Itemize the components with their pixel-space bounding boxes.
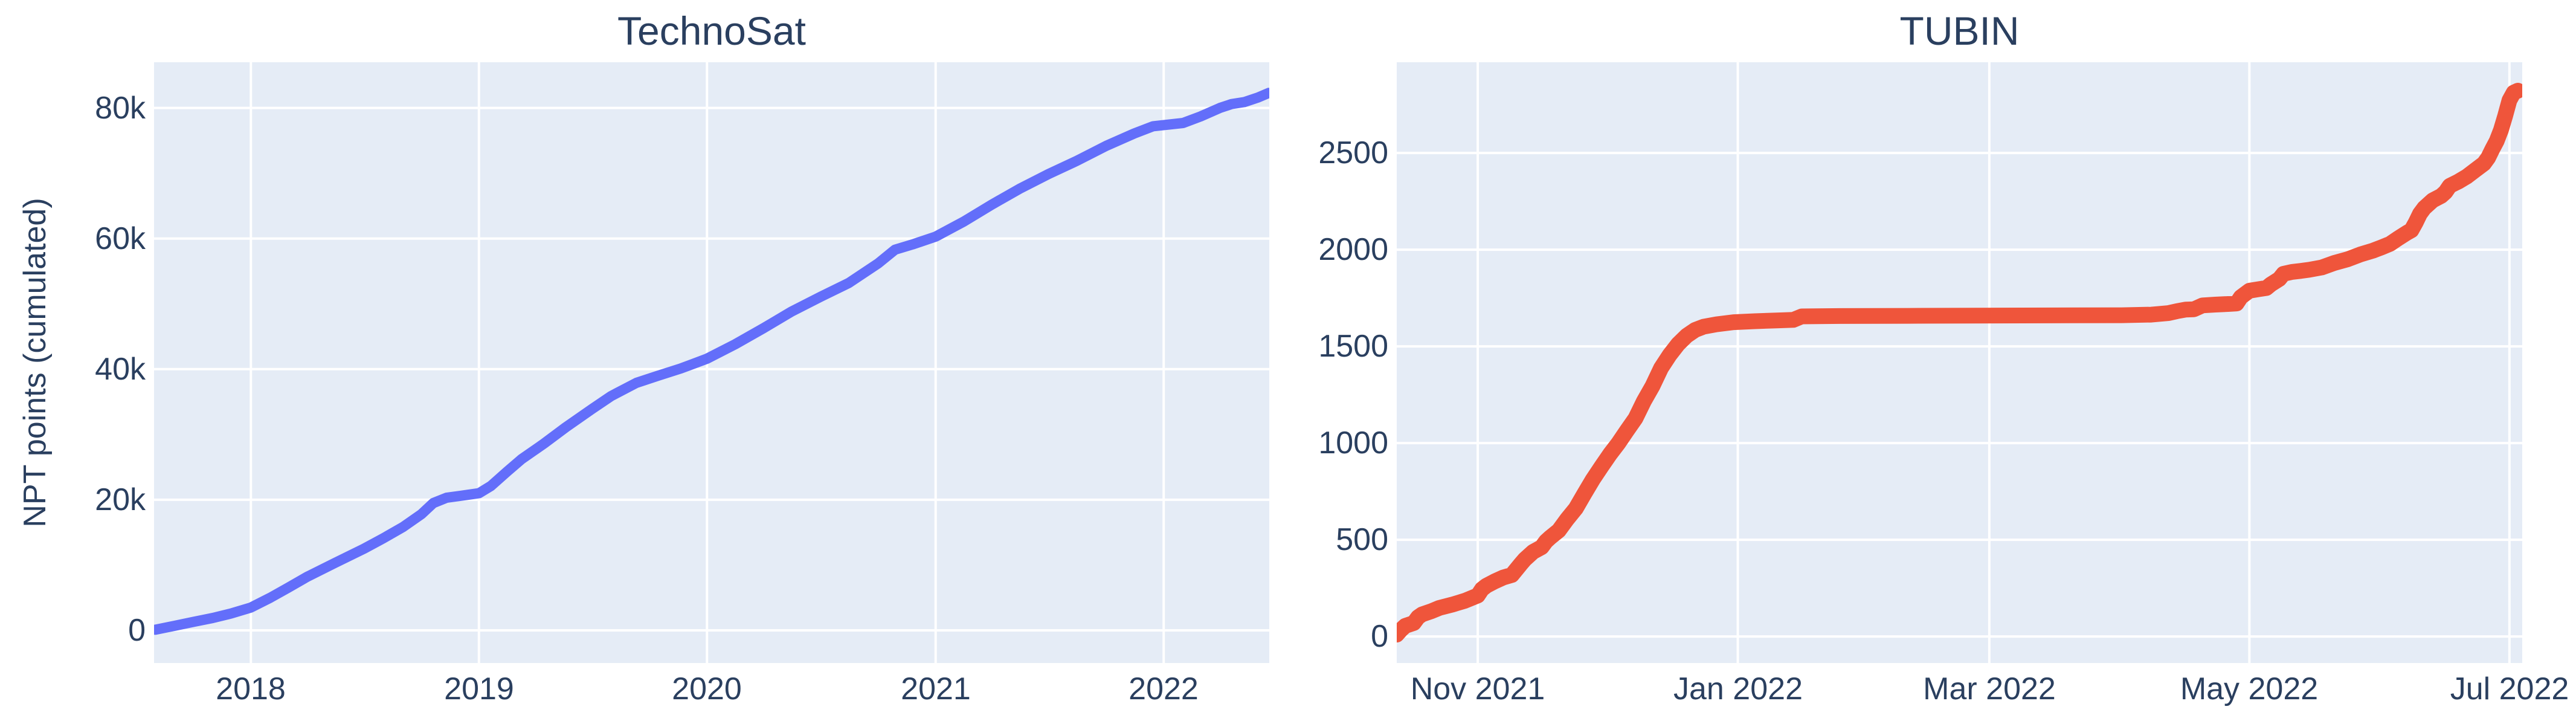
y-tick-label: 2000 <box>1318 232 1388 267</box>
x-tick-label: 2018 <box>216 671 286 707</box>
x-tick-label: 2020 <box>672 671 742 707</box>
y-tick-label: 60k <box>95 221 146 256</box>
y-tick-label: 0 <box>128 613 146 648</box>
tubin-line[interactable] <box>1397 83 2522 642</box>
y-tick-label: 500 <box>1336 522 1388 557</box>
y-tick-label: 40k <box>95 352 146 387</box>
x-tick-label: Jul 2022 <box>2450 671 2569 707</box>
y-tick-label: 1500 <box>1318 329 1388 364</box>
x-tick-label: 2021 <box>901 671 971 707</box>
y-tick-label: 20k <box>95 482 146 517</box>
x-tick-label: Nov 2021 <box>1410 671 1545 707</box>
plot-area-tubin[interactable] <box>1397 62 2522 663</box>
chart-title-technosat: TechnoSat <box>617 8 806 53</box>
y-tick-label: 80k <box>95 91 146 126</box>
y-tick-label: 1000 <box>1318 425 1388 461</box>
x-tick-label: 2022 <box>1129 671 1199 707</box>
plot-background <box>1397 62 2522 663</box>
x-tick-label: Jan 2022 <box>1673 671 1803 707</box>
plot-area-technosat[interactable] <box>154 62 1269 663</box>
x-tick-label: Mar 2022 <box>1923 671 2056 707</box>
technosat-line[interactable] <box>154 88 1269 635</box>
chart-title-tubin: TUBIN <box>1899 8 2020 53</box>
y-tick-label: 0 <box>1371 619 1388 654</box>
x-tick-label: May 2022 <box>2180 671 2319 707</box>
y-tick-label: 2500 <box>1318 135 1388 170</box>
x-tick-label: 2019 <box>444 671 514 707</box>
